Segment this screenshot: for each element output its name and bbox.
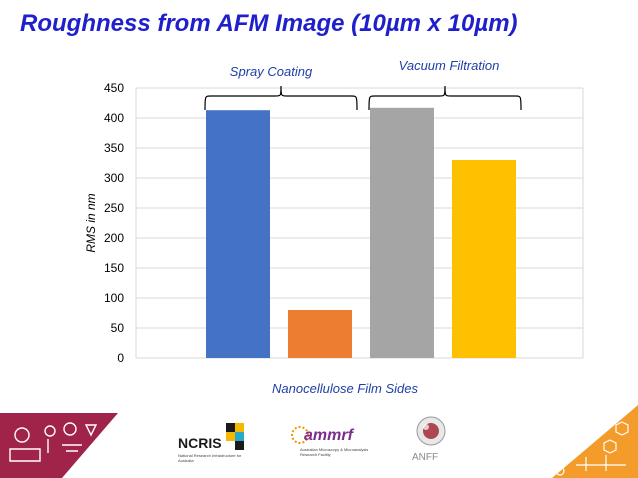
slide-title: Roughness from AFM Image (10µm x 10µm)	[20, 10, 518, 37]
y-tick-labels: 0 50 100 150 200 250 300 350 400 450	[104, 81, 124, 365]
footer-right-decoration	[552, 405, 638, 478]
ncris-logo: NCRIS National Research Infrastructure f…	[176, 405, 256, 478]
y-tick-label: 50	[111, 321, 125, 335]
bar-2	[288, 310, 352, 358]
bar-4	[452, 160, 516, 358]
bars	[206, 107, 516, 358]
y-tick-label: 450	[104, 81, 124, 95]
group-label-1: Spray Coating	[230, 64, 313, 79]
ammrf-logo-text: ammrf	[304, 427, 353, 444]
ammrf-logo: ammrf Australian Microscopy & Microanaly…	[290, 405, 370, 478]
y-tick-label: 250	[104, 201, 124, 215]
x-axis-label: Nanocellulose Film Sides	[272, 381, 418, 396]
footer-left-decoration	[0, 413, 118, 478]
y-tick-label: 150	[104, 261, 124, 275]
ncris-logo-text: NCRIS	[178, 435, 222, 451]
bar-chart: 0 50 100 150 200 250 300 350 400 450 Spray Coatin…	[84, 58, 584, 396]
anff-logo-text: ANFF	[412, 452, 439, 463]
y-tick-label: 400	[104, 111, 124, 125]
group-label-2: Vacuum Filtration	[399, 58, 500, 73]
anff-logo: ANFF	[410, 405, 452, 478]
y-tick-label: 0	[117, 351, 124, 365]
ammrf-logo-subtitle: Australian Microscopy & Microanalysis Re…	[300, 447, 369, 457]
y-axis-label: RMS in nm	[84, 193, 98, 252]
bar-3	[370, 107, 434, 358]
group-brackets: Spray Coating Vacuum Filtration	[204, 58, 522, 111]
ncris-logo-subtitle: National Research Infrastructure for Aus…	[178, 453, 242, 463]
y-tick-label: 300	[104, 171, 124, 185]
y-tick-label: 200	[104, 231, 124, 245]
y-tick-label: 350	[104, 141, 124, 155]
group-bracket-2	[368, 85, 522, 111]
group-bracket-1	[204, 85, 358, 111]
y-tick-label: 100	[104, 291, 124, 305]
bar-1	[206, 110, 270, 358]
